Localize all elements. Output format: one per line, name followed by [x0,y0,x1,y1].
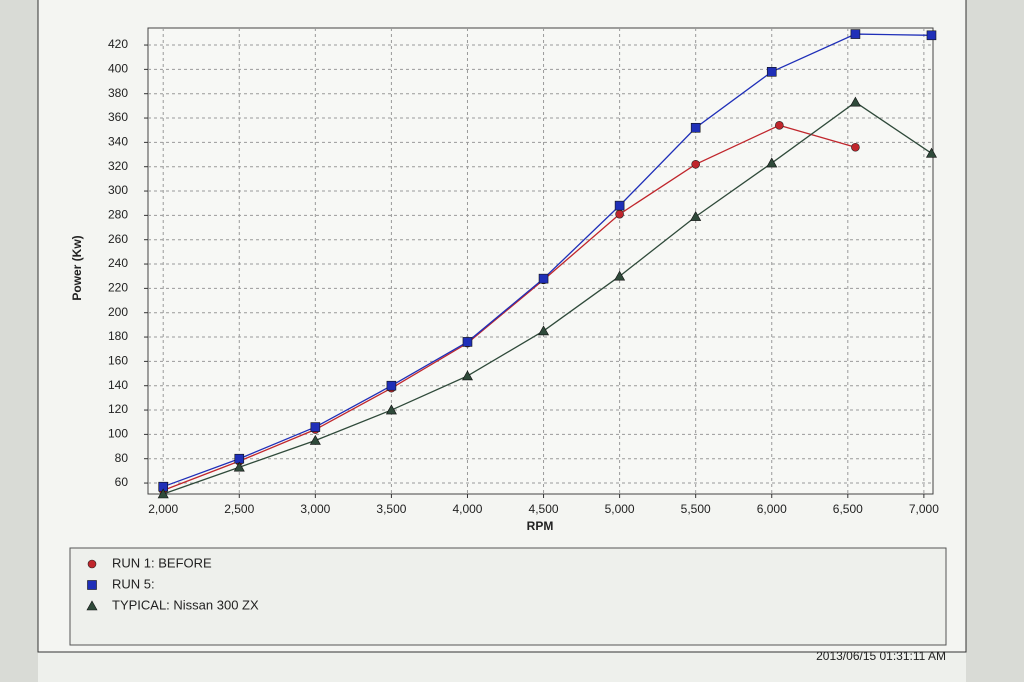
marker [157,488,169,499]
marker [310,422,321,432]
series-line [162,124,856,491]
legend-label: RUN 1: BEFORE [112,555,212,570]
marker [614,200,625,211]
y-tick-label: 160 [108,354,128,368]
marker [538,273,549,284]
y-tick-label: 400 [108,62,128,76]
legend-label: TYPICAL: Nissan 300 ZX [112,597,259,612]
y-tick-label: 80 [115,451,129,465]
y-tick-label: 220 [108,281,128,295]
marker [233,461,245,472]
y-tick-label: 380 [108,86,128,100]
x-tick-label: 2,500 [224,502,254,516]
y-tick-label: 100 [108,427,128,441]
y-tick-label: 240 [108,256,128,270]
y-tick-label: 340 [108,135,128,149]
plot-area [147,27,934,495]
marker [766,157,778,168]
legend-marker [87,580,97,590]
marker [690,210,702,221]
y-tick-label: 200 [108,305,128,319]
y-tick-label: 140 [108,378,128,392]
marker [850,29,861,39]
timestamp: 2013/06/15 01:31:11 AM [816,649,946,663]
marker [690,122,701,133]
x-tick-label: 5,000 [605,502,635,516]
marker [851,142,860,152]
marker [309,434,321,445]
y-tick-label: 280 [108,208,128,222]
marker [462,337,473,347]
y-tick-label: 60 [115,475,129,489]
x-tick-label: 3,000 [300,502,330,516]
y-tick-label: 120 [108,402,128,416]
marker [849,96,861,107]
y-tick-label: 180 [108,329,128,343]
marker [461,370,473,381]
marker [615,209,624,219]
marker [386,380,397,391]
marker [538,325,550,336]
x-tick-label: 6,000 [757,502,787,516]
marker [614,270,626,281]
y-tick-label: 320 [108,159,128,173]
marker [385,404,397,415]
y-tick-label: 360 [108,110,128,124]
marker [775,121,784,130]
x-axis-label: RPM [527,519,554,533]
x-tick-label: 2,000 [148,502,178,516]
marker [691,159,700,169]
marker [926,30,937,41]
legend-marker [87,559,97,569]
x-tick-label: 7,000 [909,502,939,516]
y-tick-label: 300 [108,183,128,197]
x-tick-label: 5,500 [681,502,711,516]
x-tick-label: 3,500 [376,502,406,516]
legend [69,547,947,646]
legend-marker [86,600,98,611]
marker [766,67,777,77]
legend-label: RUN 5: [112,576,155,591]
y-axis-label: Power (Kw) [70,235,84,300]
x-tick-label: 6,500 [833,502,863,516]
x-tick-label: 4,500 [529,502,559,516]
x-tick-label: 4,000 [452,502,482,516]
marker [925,147,937,158]
y-tick-label: 260 [108,232,128,246]
y-tick-label: 420 [108,37,128,51]
